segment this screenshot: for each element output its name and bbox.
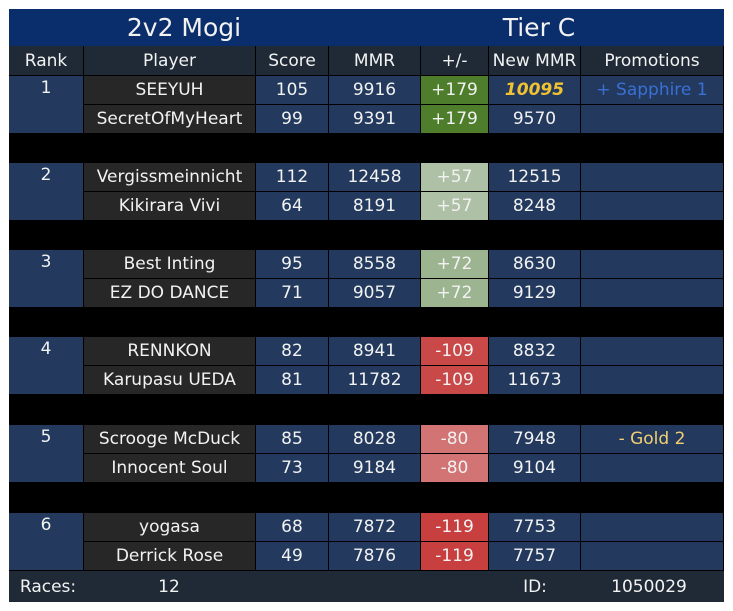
header-mmr: MMR bbox=[329, 46, 421, 76]
header-delta: +/- bbox=[421, 46, 489, 76]
team-rank: 1 bbox=[9, 76, 84, 134]
player-score: 105 bbox=[256, 76, 329, 105]
player-promotion: + Sapphire 1 bbox=[581, 76, 724, 105]
player-promotion bbox=[581, 513, 724, 542]
player-new-mmr: 9104 bbox=[489, 454, 581, 483]
player-score: 99 bbox=[256, 105, 329, 134]
player-name: Karupasu UEDA bbox=[84, 366, 256, 395]
player-mmr: 11782 bbox=[329, 366, 421, 395]
player-name: Kikirara Vivi bbox=[84, 192, 256, 221]
player-name: SecretOfMyHeart bbox=[84, 105, 256, 134]
id-label: ID: bbox=[523, 576, 547, 597]
team-rank: 2 bbox=[9, 163, 84, 221]
player-new-mmr: 8832 bbox=[489, 337, 581, 366]
player-name: Scrooge McDuck bbox=[84, 425, 256, 454]
player-new-mmr: 10095 bbox=[489, 76, 581, 105]
player-mmr: 9184 bbox=[329, 454, 421, 483]
player-name: Best Inting bbox=[84, 250, 256, 279]
player-new-mmr: 11673 bbox=[489, 366, 581, 395]
player-promotion bbox=[581, 105, 724, 134]
player-delta: +57 bbox=[421, 163, 489, 192]
player-promotion: - Gold 2 bbox=[581, 425, 724, 454]
title-bar bbox=[9, 9, 724, 46]
player-name: RENNKON bbox=[84, 337, 256, 366]
team-rank: 5 bbox=[9, 425, 84, 483]
player-score: 64 bbox=[256, 192, 329, 221]
header-player: Player bbox=[84, 46, 256, 76]
player-new-mmr: 9570 bbox=[489, 105, 581, 134]
player-delta: -109 bbox=[421, 366, 489, 395]
player-name: yogasa bbox=[84, 513, 256, 542]
player-new-mmr: 12515 bbox=[489, 163, 581, 192]
player-mmr: 7872 bbox=[329, 513, 421, 542]
player-new-mmr: 8248 bbox=[489, 192, 581, 221]
player-mmr: 7876 bbox=[329, 542, 421, 571]
player-mmr: 9391 bbox=[329, 105, 421, 134]
header-new-mmr: New MMR bbox=[489, 46, 581, 76]
player-mmr: 8028 bbox=[329, 425, 421, 454]
mogi-results-table: 2v2 Mogi Tier C Rank Player Score MMR +/… bbox=[9, 9, 724, 602]
player-mmr: 9916 bbox=[329, 76, 421, 105]
player-score: 81 bbox=[256, 366, 329, 395]
id-value: 1050029 bbox=[611, 576, 687, 597]
player-score: 112 bbox=[256, 163, 329, 192]
header-promotions: Promotions bbox=[581, 46, 724, 76]
player-score: 73 bbox=[256, 454, 329, 483]
player-promotion bbox=[581, 542, 724, 571]
player-score: 85 bbox=[256, 425, 329, 454]
player-mmr: 8558 bbox=[329, 250, 421, 279]
player-score: 95 bbox=[256, 250, 329, 279]
player-mmr: 8191 bbox=[329, 192, 421, 221]
player-promotion bbox=[581, 279, 724, 308]
player-promotion bbox=[581, 337, 724, 366]
player-score: 82 bbox=[256, 337, 329, 366]
player-delta: -109 bbox=[421, 337, 489, 366]
player-delta: +57 bbox=[421, 192, 489, 221]
player-delta: +179 bbox=[421, 76, 489, 105]
player-new-mmr: 7948 bbox=[489, 425, 581, 454]
player-name: Innocent Soul bbox=[84, 454, 256, 483]
team-rank: 4 bbox=[9, 337, 84, 395]
player-new-mmr: 8630 bbox=[489, 250, 581, 279]
player-mmr: 9057 bbox=[329, 279, 421, 308]
team-rank: 3 bbox=[9, 250, 84, 308]
player-delta: -80 bbox=[421, 425, 489, 454]
player-delta: -119 bbox=[421, 542, 489, 571]
player-score: 49 bbox=[256, 542, 329, 571]
footer-bar bbox=[9, 571, 724, 602]
player-delta: +179 bbox=[421, 105, 489, 134]
player-delta: +72 bbox=[421, 250, 489, 279]
team-rank: 6 bbox=[9, 513, 84, 571]
player-name: SEEYUH bbox=[84, 76, 256, 105]
player-delta: -80 bbox=[421, 454, 489, 483]
player-delta: -119 bbox=[421, 513, 489, 542]
races-label: Races: bbox=[19, 576, 77, 597]
player-new-mmr: 9129 bbox=[489, 279, 581, 308]
player-score: 68 bbox=[256, 513, 329, 542]
player-delta: +72 bbox=[421, 279, 489, 308]
player-new-mmr: 7757 bbox=[489, 542, 581, 571]
header-score: Score bbox=[256, 46, 329, 76]
player-mmr: 12458 bbox=[329, 163, 421, 192]
player-score: 71 bbox=[256, 279, 329, 308]
player-name: Derrick Rose bbox=[84, 542, 256, 571]
player-mmr: 8941 bbox=[329, 337, 421, 366]
player-promotion bbox=[581, 454, 724, 483]
header-rank: Rank bbox=[9, 46, 84, 76]
player-promotion bbox=[581, 163, 724, 192]
player-promotion bbox=[581, 192, 724, 221]
player-promotion bbox=[581, 250, 724, 279]
player-name: Vergissmeinnicht bbox=[84, 163, 256, 192]
player-promotion bbox=[581, 366, 724, 395]
tier-label: Tier C bbox=[502, 13, 576, 42]
player-new-mmr: 7753 bbox=[489, 513, 581, 542]
mogi-title: 2v2 Mogi bbox=[126, 13, 242, 42]
races-value: 12 bbox=[158, 576, 180, 597]
player-name: EZ DO DANCE bbox=[84, 279, 256, 308]
